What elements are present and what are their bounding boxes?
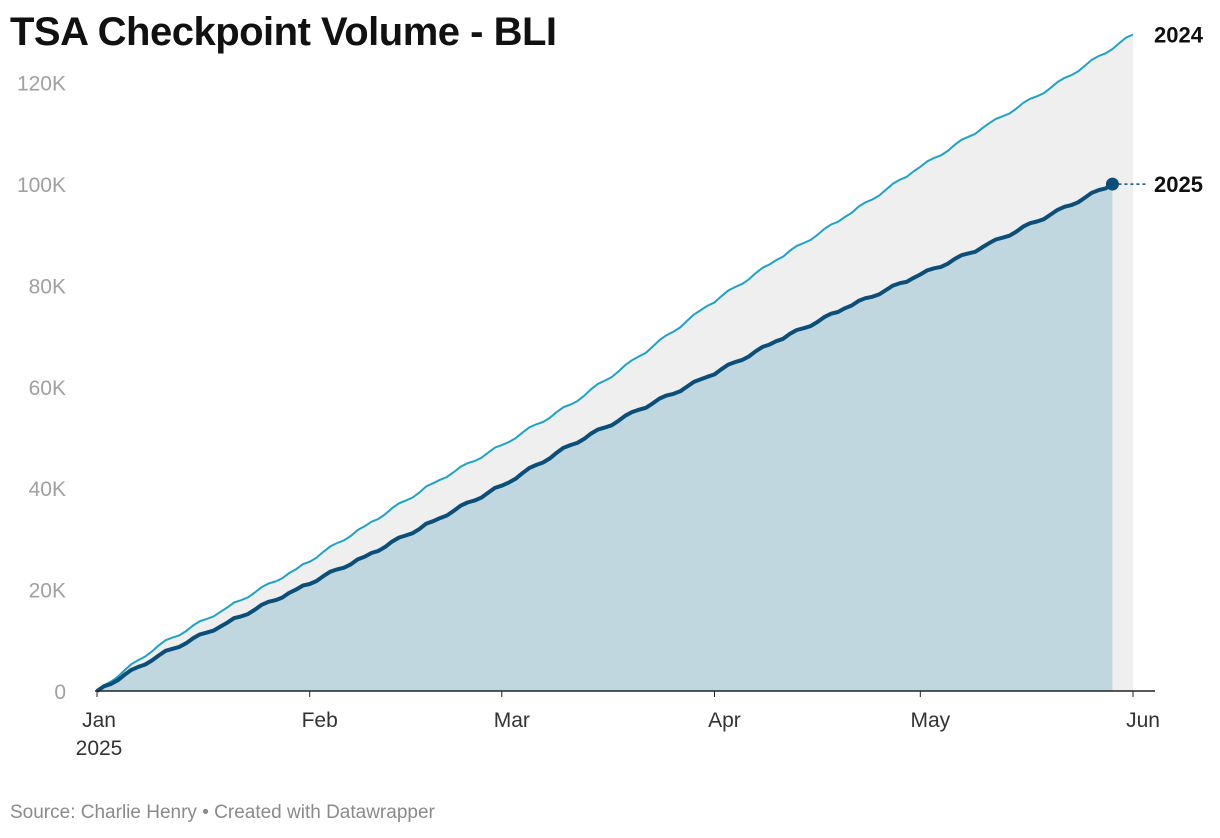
footer-separator: • — [196, 802, 215, 823]
y-tick-label: 0 — [54, 681, 66, 704]
chart-series-labels: 2024 2025 — [1105, 23, 1204, 197]
series-line-2025 — [95, 182, 1114, 693]
y-tick-label: 40K — [29, 478, 66, 501]
chart-lines — [95, 33, 1134, 693]
source-text: Source: Charlie Henry — [10, 802, 197, 823]
chart-axes: 0 20K 40K 60K 80K 100K 120K Jan 2025 Feb Mar Apr May… — [17, 73, 1160, 760]
series-label-2024: 2024 — [1154, 23, 1204, 48]
x-tick-label: Mar — [494, 709, 530, 732]
series-label-2025: 2025 — [1154, 172, 1203, 197]
chart-title: TSA Checkpoint Volume - BLI — [10, 10, 557, 54]
x-tick-label: Feb — [302, 709, 338, 732]
y-tick-label: 80K — [29, 275, 66, 298]
credit-text: Created with Datawrapper — [214, 802, 435, 823]
x-tick-label: Jun — [1126, 709, 1160, 732]
footer: Source: Charlie Henry • Created with Dat… — [10, 802, 435, 824]
x-tick-label: Jan — [82, 709, 116, 732]
y-tick-label: 60K — [29, 377, 66, 400]
area-2025 — [97, 184, 1113, 691]
x-tick-label: May — [910, 709, 950, 732]
x-tick-label: Apr — [708, 709, 741, 732]
x-tick-sublabel: 2025 — [76, 737, 123, 760]
y-tick-label: 20K — [29, 580, 66, 603]
y-tick-label: 100K — [17, 174, 66, 197]
series-endpoint-2025 — [1105, 177, 1119, 191]
y-tick-label: 120K — [17, 73, 66, 96]
series-line-2024 — [96, 33, 1134, 692]
